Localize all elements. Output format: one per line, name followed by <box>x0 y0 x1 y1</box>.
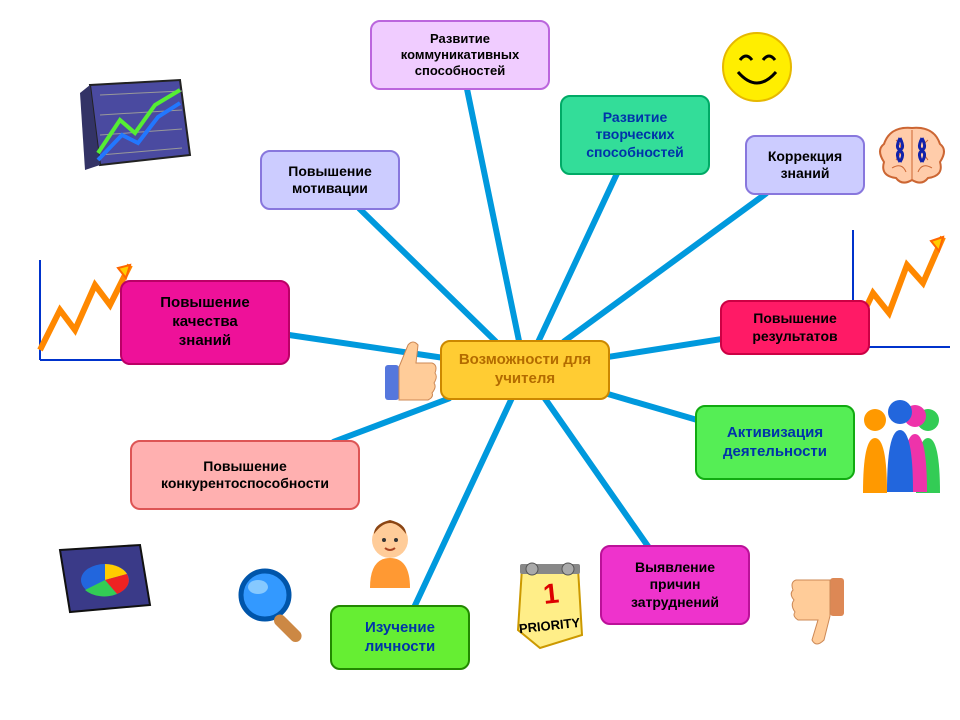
node-correction: Коррекция знаний <box>745 135 865 195</box>
priority-icon: 1 PRIORITY <box>510 560 590 650</box>
node-quality: Повышение качества знаний <box>120 280 290 365</box>
svg-text:1: 1 <box>542 577 561 609</box>
node-difficulties: Выявление причин затруднений <box>600 545 750 625</box>
node-creativity: Развитие творческих способностей <box>560 95 710 175</box>
node-results: Повышение результатов <box>720 300 870 355</box>
magnifier-icon <box>230 560 320 650</box>
chart3d-icon <box>80 75 200 175</box>
node-communication: Развитие коммуникативных способностей <box>370 20 550 90</box>
thumbsdown-icon <box>780 570 850 650</box>
node-activation: Активизация деятельности <box>695 405 855 480</box>
avatar-icon <box>360 510 420 590</box>
piechart-icon <box>55 540 155 620</box>
mindmap-canvas: { "canvas": { "width": 960, "height": 72… <box>0 0 960 720</box>
node-motivation: Повышение мотивации <box>260 150 400 210</box>
smiley-icon <box>720 30 795 105</box>
people-icon <box>855 400 950 500</box>
center-node: Возможности для учителя <box>440 340 610 400</box>
thumbsup-icon <box>380 335 440 405</box>
brain-icon <box>872 120 952 190</box>
node-competitiveness: Повышение конкурентоспособности <box>130 440 360 510</box>
node-personality: Изучение личности <box>330 605 470 670</box>
